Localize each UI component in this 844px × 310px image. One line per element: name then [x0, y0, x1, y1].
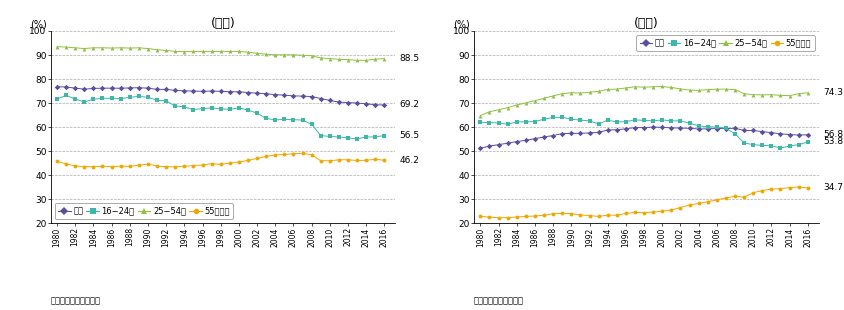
Text: (%): (%): [30, 19, 46, 29]
Legend: 全体, 16−24歳, 25−54歳, 55歳以上: 全体, 16−24歳, 25−54歳, 55歳以上: [55, 203, 233, 219]
Text: 53.8: 53.8: [823, 138, 843, 147]
Text: 備考：各年の年平均。: 備考：各年の年平均。: [51, 296, 100, 305]
Text: 88.5: 88.5: [399, 54, 419, 63]
Text: 69.2: 69.2: [399, 100, 419, 109]
Text: 34.7: 34.7: [823, 184, 843, 193]
Text: (%): (%): [453, 19, 470, 29]
Text: 74.3: 74.3: [823, 88, 843, 97]
Text: 備考：各年の年平均。: 備考：各年の年平均。: [474, 296, 524, 305]
Legend: 全体, 16−24歳, 25−54歳, 55歳以上: 全体, 16−24歳, 25−54歳, 55歳以上: [636, 35, 814, 51]
Text: 56.8: 56.8: [823, 130, 843, 139]
Text: 46.2: 46.2: [399, 156, 419, 165]
Text: 56.5: 56.5: [399, 131, 419, 140]
Title: (男性): (男性): [211, 17, 235, 30]
Title: (女性): (女性): [634, 17, 658, 30]
